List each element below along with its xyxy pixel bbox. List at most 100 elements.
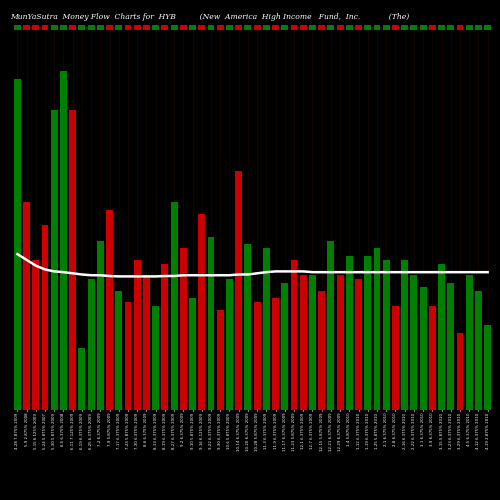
- Bar: [410, 275, 418, 410]
- Bar: [336, 275, 344, 410]
- Bar: [282, 25, 288, 29]
- Bar: [217, 25, 224, 29]
- Bar: [328, 240, 334, 410]
- Bar: [189, 25, 196, 29]
- Bar: [162, 264, 168, 410]
- Bar: [170, 25, 177, 29]
- Bar: [217, 310, 224, 410]
- Bar: [484, 326, 491, 410]
- Bar: [254, 25, 260, 29]
- Bar: [152, 25, 159, 29]
- Bar: [438, 25, 445, 29]
- Bar: [448, 25, 454, 29]
- Bar: [282, 283, 288, 410]
- Bar: [346, 25, 353, 29]
- Bar: [208, 237, 214, 410]
- Bar: [124, 25, 132, 29]
- Bar: [355, 25, 362, 29]
- Bar: [438, 264, 445, 410]
- Bar: [60, 25, 67, 29]
- Bar: [484, 25, 491, 29]
- Bar: [244, 244, 252, 410]
- Bar: [189, 298, 196, 410]
- Bar: [124, 302, 132, 410]
- Bar: [364, 25, 371, 29]
- Bar: [429, 306, 436, 410]
- Bar: [198, 214, 205, 410]
- Bar: [198, 25, 205, 29]
- Bar: [374, 248, 380, 410]
- Bar: [51, 110, 58, 410]
- Bar: [401, 260, 408, 410]
- Bar: [78, 348, 86, 410]
- Bar: [69, 25, 76, 29]
- Bar: [328, 25, 334, 29]
- Bar: [346, 256, 353, 410]
- Bar: [318, 25, 325, 29]
- Bar: [106, 25, 113, 29]
- Bar: [355, 279, 362, 410]
- Bar: [23, 202, 30, 410]
- Bar: [401, 25, 408, 29]
- Bar: [410, 25, 418, 29]
- Bar: [364, 256, 371, 410]
- Bar: [456, 333, 464, 410]
- Bar: [152, 306, 159, 410]
- Bar: [143, 25, 150, 29]
- Bar: [475, 290, 482, 410]
- Text: MunYaSutra  Money Flow  Charts for  HYB          (New  America  High Income   Fu: MunYaSutra Money Flow Charts for HYB (Ne…: [10, 13, 409, 21]
- Bar: [456, 25, 464, 29]
- Bar: [51, 25, 58, 29]
- Bar: [162, 25, 168, 29]
- Bar: [272, 25, 279, 29]
- Bar: [382, 25, 390, 29]
- Bar: [97, 25, 104, 29]
- Bar: [475, 25, 482, 29]
- Bar: [226, 25, 233, 29]
- Bar: [226, 279, 233, 410]
- Bar: [106, 210, 113, 410]
- Bar: [116, 25, 122, 29]
- Bar: [180, 25, 187, 29]
- Bar: [42, 25, 48, 29]
- Bar: [32, 260, 40, 410]
- Bar: [300, 275, 306, 410]
- Bar: [88, 25, 94, 29]
- Bar: [263, 248, 270, 410]
- Bar: [88, 279, 94, 410]
- Bar: [116, 290, 122, 410]
- Bar: [14, 25, 21, 29]
- Bar: [420, 287, 426, 410]
- Bar: [134, 260, 140, 410]
- Bar: [32, 25, 40, 29]
- Bar: [300, 25, 306, 29]
- Bar: [235, 25, 242, 29]
- Bar: [170, 202, 177, 410]
- Bar: [448, 283, 454, 410]
- Bar: [374, 25, 380, 29]
- Bar: [14, 79, 21, 410]
- Bar: [336, 25, 344, 29]
- Bar: [180, 248, 187, 410]
- Bar: [392, 306, 399, 410]
- Bar: [69, 110, 76, 410]
- Bar: [466, 275, 472, 410]
- Bar: [392, 25, 399, 29]
- Bar: [235, 172, 242, 410]
- Bar: [208, 25, 214, 29]
- Bar: [134, 25, 140, 29]
- Bar: [466, 25, 472, 29]
- Bar: [263, 25, 270, 29]
- Bar: [290, 260, 298, 410]
- Bar: [382, 260, 390, 410]
- Bar: [309, 25, 316, 29]
- Bar: [78, 25, 86, 29]
- Bar: [272, 298, 279, 410]
- Bar: [309, 275, 316, 410]
- Bar: [244, 25, 252, 29]
- Bar: [143, 275, 150, 410]
- Bar: [318, 290, 325, 410]
- Bar: [23, 25, 30, 29]
- Bar: [42, 225, 48, 410]
- Bar: [97, 240, 104, 410]
